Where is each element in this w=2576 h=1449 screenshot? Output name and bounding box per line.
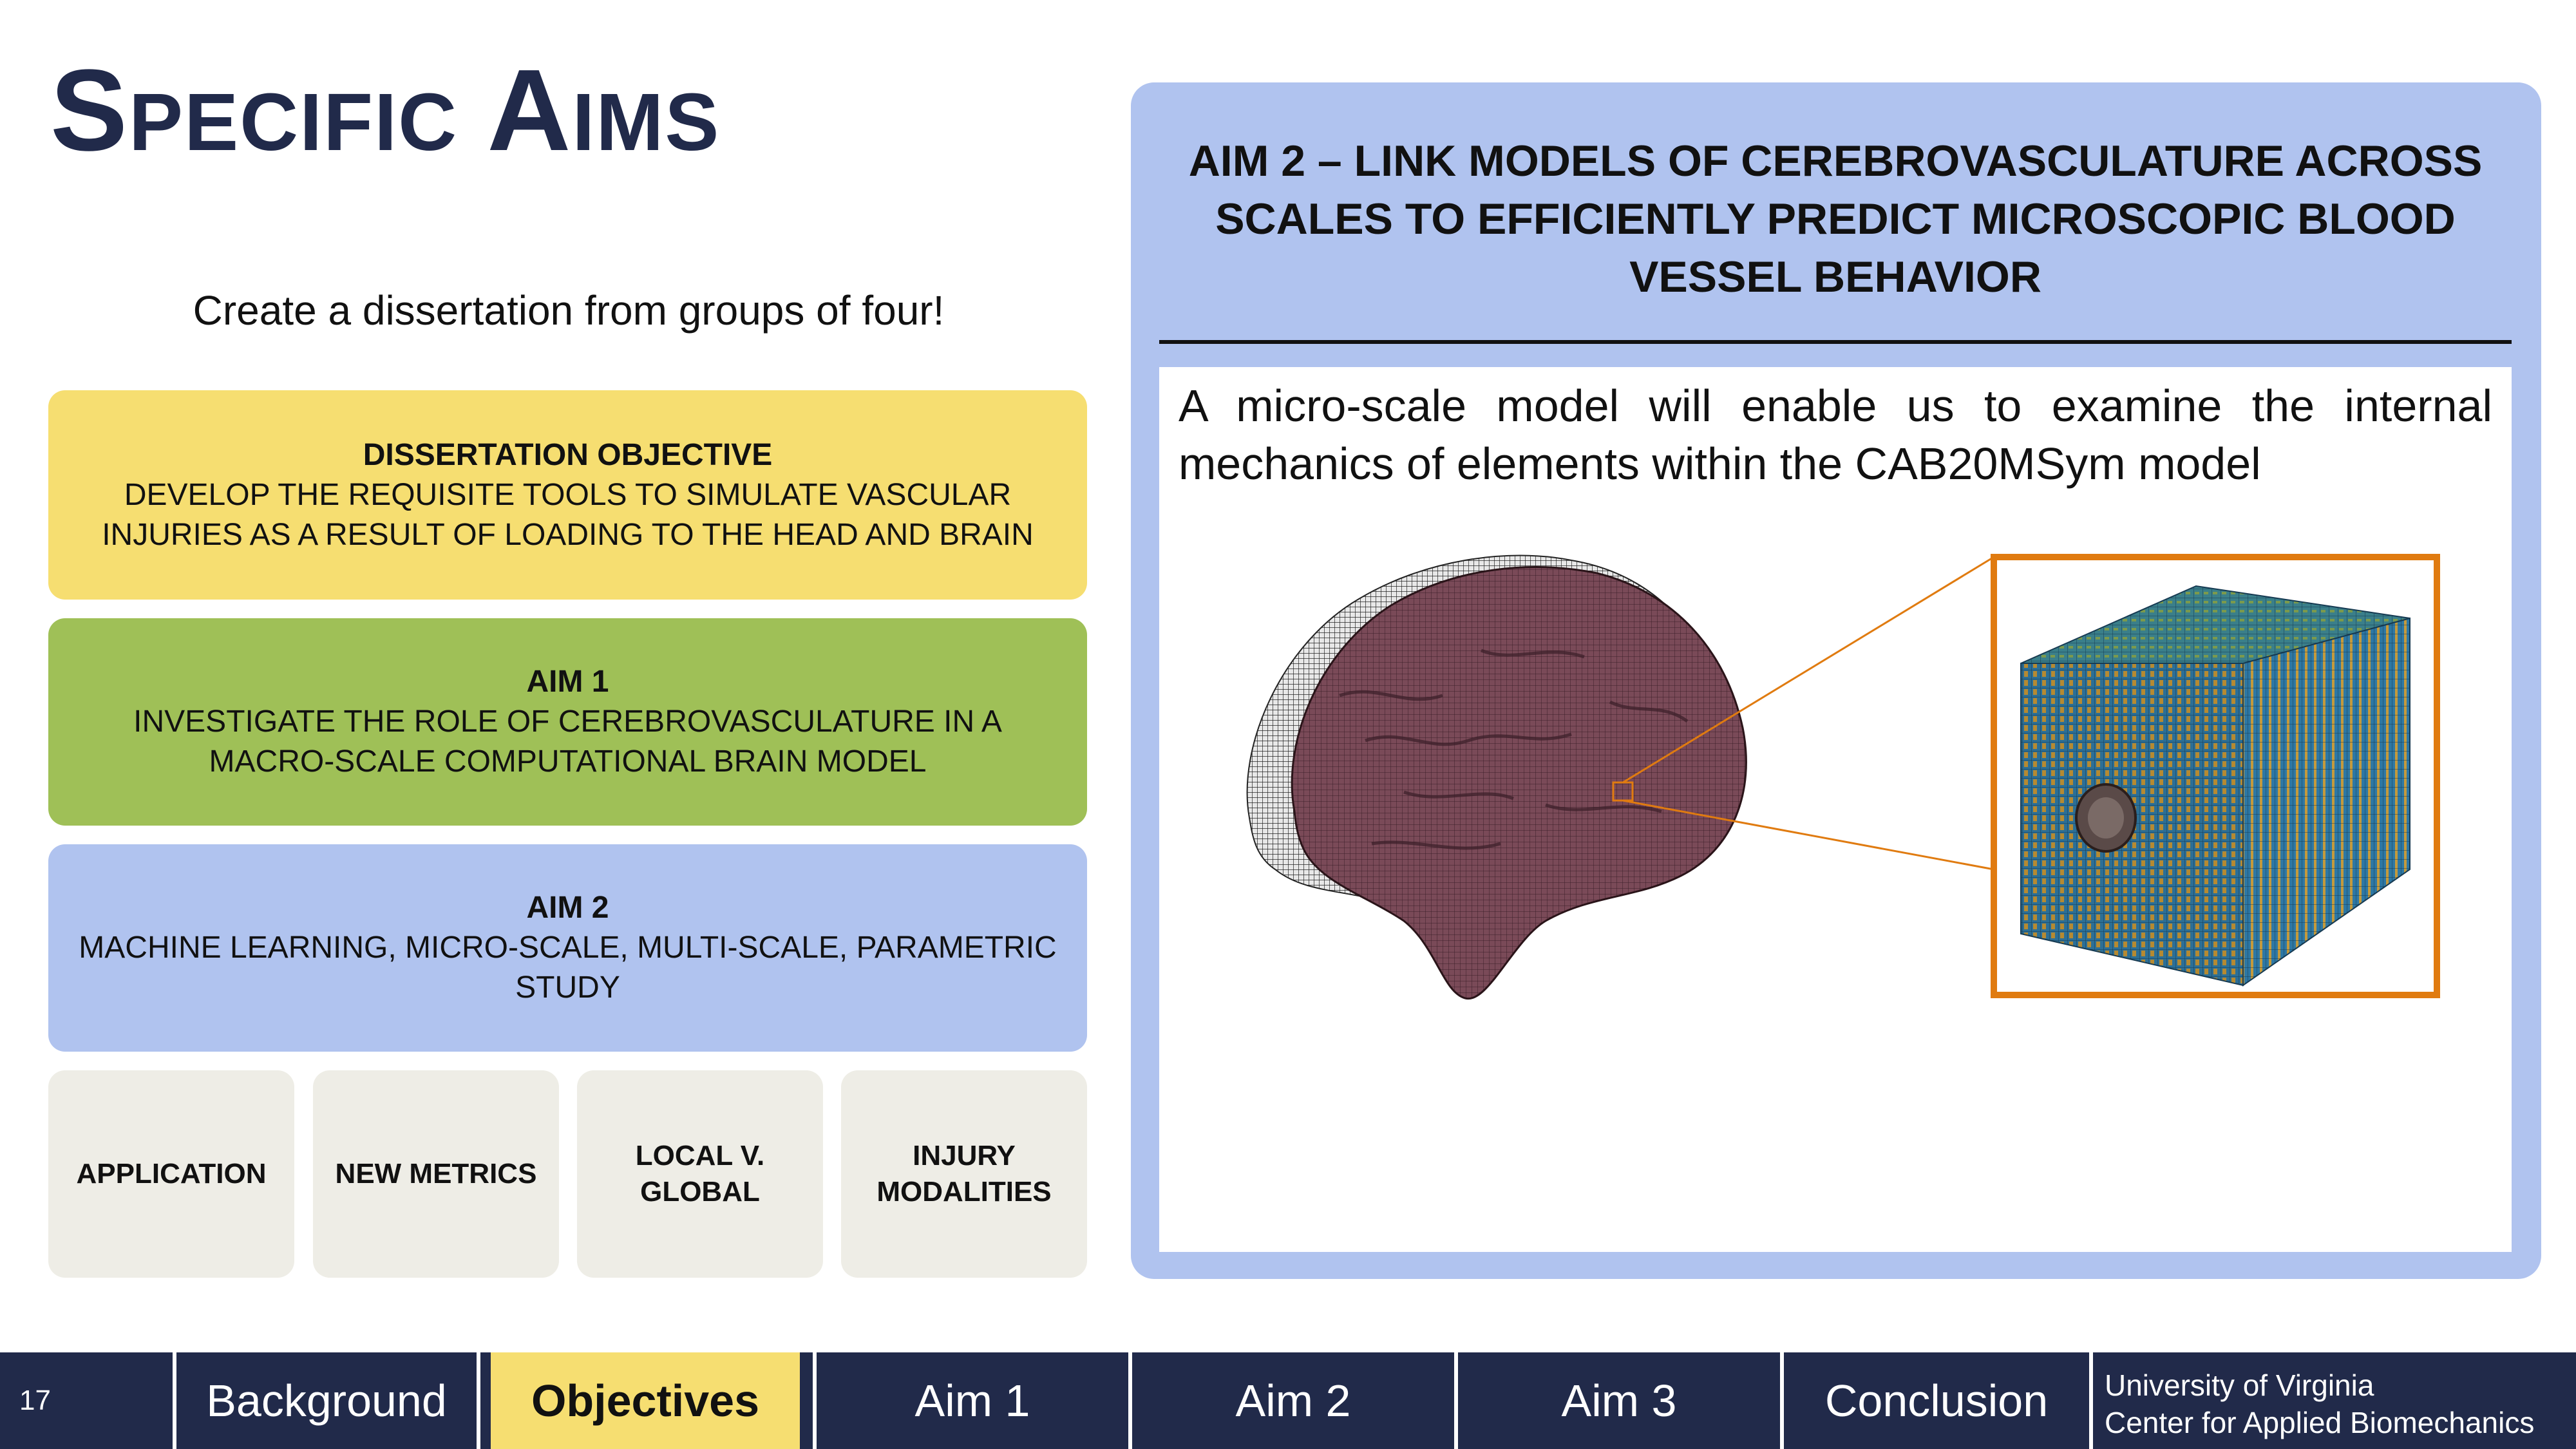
- card-heading: Aim 2: [526, 891, 609, 925]
- card-body: Investigate the role of cerebrovasculatu…: [133, 705, 1002, 779]
- nav-tab-aim2[interactable]: Aim 2: [1132, 1352, 1454, 1449]
- micro-cube-mesh-icon: [1991, 554, 2440, 998]
- aim2-heading: Aim 2 – Link models of cerebrovasculatur…: [1188, 137, 2483, 301]
- chip-injury-modalities: INJURY MODALITIES: [841, 1070, 1087, 1278]
- nav-tab-background[interactable]: Background: [176, 1352, 477, 1449]
- card-body: Machine learning, micro-scale, multi-sca…: [79, 931, 1057, 1005]
- brain-mesh-icon: [1246, 554, 1747, 1000]
- chip-label: INJURY MODALITIES: [876, 1140, 1052, 1208]
- nav-tab-label: Conclusion: [1824, 1376, 2049, 1426]
- chip-label: APPLICATION: [76, 1158, 267, 1189]
- chip-application: APPLICATION: [48, 1070, 294, 1278]
- nav-tab-label: Background: [206, 1376, 447, 1426]
- aim2-card: Aim 2 Machine learning, micro-scale, mul…: [48, 844, 1087, 1052]
- nav-divider: [2089, 1352, 2093, 1449]
- nav-tab-objectives[interactable]: Objectives: [491, 1352, 800, 1449]
- chip-local-v-global: LOCAL V. GLOBAL: [577, 1070, 823, 1278]
- aim2-description: A micro-scale model will enable us to ex…: [1179, 381, 2492, 489]
- multiscale-figure: [1246, 554, 2440, 1000]
- nav-tab-label: Aim 1: [914, 1376, 1030, 1426]
- nav-tab-aim1[interactable]: Aim 1: [817, 1352, 1128, 1449]
- nav-tab-aim3[interactable]: Aim 3: [1458, 1352, 1780, 1449]
- heading-divider: [1159, 340, 2512, 344]
- dissertation-objective-card: Dissertation Objective Develop the requi…: [48, 390, 1087, 600]
- nav-divider: [1454, 1352, 1458, 1449]
- nav-tab-label: Objectives: [531, 1376, 760, 1426]
- nav-divider: [1128, 1352, 1132, 1449]
- nav-divider: [477, 1352, 480, 1449]
- nav-divider: [813, 1352, 817, 1449]
- affiliation-center: Center for Applied Biomechanics: [2105, 1406, 2535, 1439]
- card-body: Develop the requisite tools to simulate …: [102, 477, 1034, 552]
- nav-divider: [1780, 1352, 1784, 1449]
- card-heading: Aim 1: [526, 665, 609, 699]
- slide-title: Specific Aims: [50, 46, 721, 175]
- affiliation: University of Virginia Center for Applie…: [2105, 1367, 2534, 1441]
- affiliation-university: University of Virginia: [2105, 1368, 2374, 1402]
- nav-divider: [173, 1352, 176, 1449]
- chip-label: NEW METRICS: [335, 1158, 537, 1189]
- nav-tab-conclusion[interactable]: Conclusion: [1784, 1352, 2089, 1449]
- slide-subtitle: Create a dissertation from groups of fou…: [193, 287, 945, 334]
- bottom-nav-bar: [0, 1352, 2576, 1449]
- aim1-card: Aim 1 Investigate the role of cerebrovas…: [48, 618, 1087, 826]
- chip-new-metrics: NEW METRICS: [313, 1070, 559, 1278]
- page-number: 17: [19, 1385, 51, 1416]
- nav-tab-label: Aim 2: [1235, 1376, 1351, 1426]
- nav-tab-label: Aim 3: [1561, 1376, 1677, 1426]
- chip-label: LOCAL V. GLOBAL: [635, 1140, 765, 1208]
- card-heading: Dissertation Objective: [363, 437, 773, 472]
